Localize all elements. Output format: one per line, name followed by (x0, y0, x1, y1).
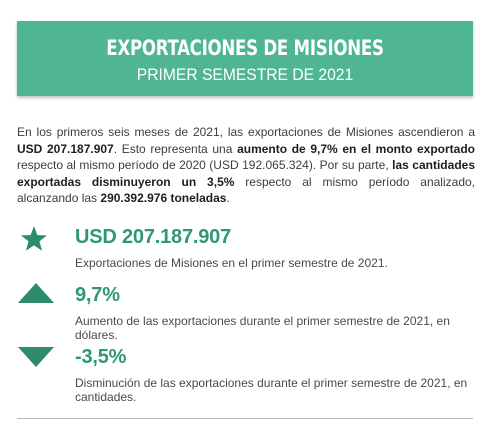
intro-text-5: . (226, 191, 230, 205)
intro-text-3: respecto al mismo período de 2020 (USD 1… (17, 158, 393, 172)
intro-text-4: respecto al mismo período analizado, alc… (17, 174, 475, 206)
page-title: EXPORTACIONES DE MISIONES (106, 36, 384, 60)
stat-value: USD 207.187.907 (75, 226, 232, 248)
stat-value: -3,5% (75, 346, 127, 368)
stat-description: Aumento de las exportaciones durante el … (75, 314, 450, 342)
bottom-divider (17, 418, 473, 419)
intro-bold-3: las cantidades exportadas disminuyeron u… (17, 158, 475, 189)
stat-value: 9,7% (75, 284, 120, 306)
intro-bold-4: 290.392.976 toneladas (100, 191, 227, 205)
header-banner: EXPORTACIONES DE MISIONES PRIMER SEMESTR… (17, 21, 473, 96)
triangle-down-icon (18, 347, 54, 367)
stat-description: Exportaciones de Misiones en el primer s… (75, 256, 388, 270)
intro-text-2: . Esto representa una (113, 141, 238, 156)
intro-paragraph: En los primeros seis meses de 2021, las … (17, 124, 475, 207)
intro-bold-1: USD 207.187.907 (17, 141, 114, 156)
intro-text-1: En los primeros seis meses de 2021, las … (17, 125, 475, 139)
star-icon (21, 226, 47, 251)
intro-bold-2: aumento de 9,7% en el monto exportado (237, 141, 475, 156)
stat-description: Disminución de las exportaciones durante… (75, 376, 468, 404)
page-subtitle: PRIMER SEMESTRE DE 2021 (136, 65, 354, 84)
triangle-up-icon (18, 283, 54, 303)
